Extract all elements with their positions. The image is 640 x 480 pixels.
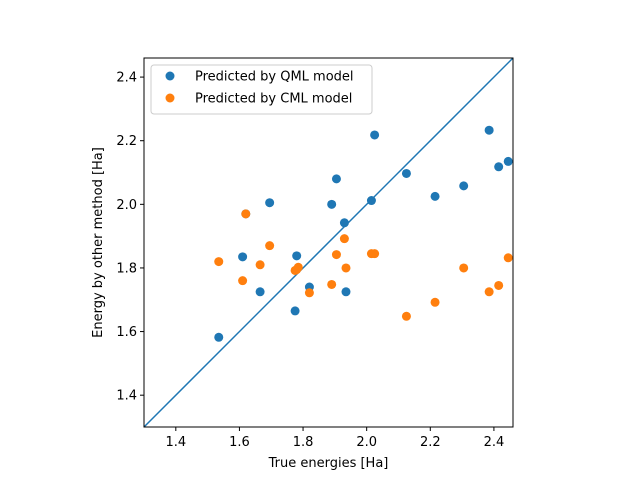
legend-marker-cml: [165, 93, 175, 103]
data-point: [459, 263, 469, 273]
data-point: [484, 125, 494, 135]
y-tick-label: 1.6: [116, 325, 137, 340]
x-tick-label: 1.6: [229, 435, 250, 450]
identity-line: [143, 57, 514, 428]
x-tick-label: 1.8: [293, 435, 314, 450]
data-point: [484, 287, 494, 297]
data-point: [214, 257, 224, 267]
data-point: [459, 181, 469, 191]
data-point: [503, 156, 513, 166]
y-tick-label: 2.0: [116, 198, 137, 213]
data-point: [265, 198, 275, 208]
data-point: [265, 241, 275, 251]
legend-label-cml: Predicted by CML model: [195, 92, 352, 107]
data-point: [238, 276, 248, 286]
data-point: [331, 174, 341, 184]
data-point: [331, 250, 341, 260]
x-tick-label: 1.4: [165, 435, 186, 450]
data-point: [494, 280, 504, 290]
y-tick-label: 1.4: [116, 389, 137, 404]
legend-marker-qml: [165, 71, 175, 81]
reference-line-layer: [143, 57, 514, 428]
data-point: [214, 332, 224, 342]
plot-frame: [143, 57, 514, 428]
data-point: [339, 234, 349, 244]
x-axis-label: True energies [Ha]: [268, 456, 389, 471]
data-point: [494, 162, 504, 172]
x-tick-label: 2.4: [484, 435, 505, 450]
y-tick-label: 1.8: [116, 261, 137, 276]
data-points-layer: [214, 125, 513, 342]
data-point: [292, 251, 302, 261]
data-point: [366, 196, 376, 206]
data-point: [290, 306, 300, 316]
data-point: [238, 252, 248, 262]
data-point: [339, 218, 349, 228]
data-point: [293, 262, 303, 272]
legend: Predicted by QML model Predicted by CML …: [150, 64, 373, 115]
x-tick-label: 2.2: [420, 435, 441, 450]
data-point: [430, 297, 440, 307]
y-axis-label: Energy by other method [Ha]: [91, 147, 106, 338]
data-point: [401, 311, 411, 321]
data-point: [255, 260, 265, 270]
legend-box: [150, 64, 373, 115]
ticks-layer: 1.4 1.6 1.8 2.0 2.2 2.4 1.4 1.6 1.8 2.0 2.2 2.4: [116, 71, 504, 450]
data-point: [327, 199, 337, 209]
data-point: [341, 263, 351, 273]
data-point: [503, 253, 513, 263]
series-qml: [214, 125, 513, 342]
data-point: [255, 287, 265, 297]
y-tick-label: 2.4: [116, 71, 137, 86]
data-point: [401, 168, 411, 178]
y-tick-label: 2.2: [116, 134, 137, 149]
data-point: [370, 249, 380, 259]
series-cml: [214, 209, 513, 321]
x-tick-label: 2.0: [356, 435, 377, 450]
data-point: [430, 191, 440, 201]
legend-label-qml: Predicted by QML model: [195, 70, 354, 85]
data-point: [241, 209, 251, 219]
data-point: [341, 287, 351, 297]
data-point: [304, 288, 314, 298]
data-point: [327, 279, 337, 289]
data-point: [370, 130, 380, 140]
